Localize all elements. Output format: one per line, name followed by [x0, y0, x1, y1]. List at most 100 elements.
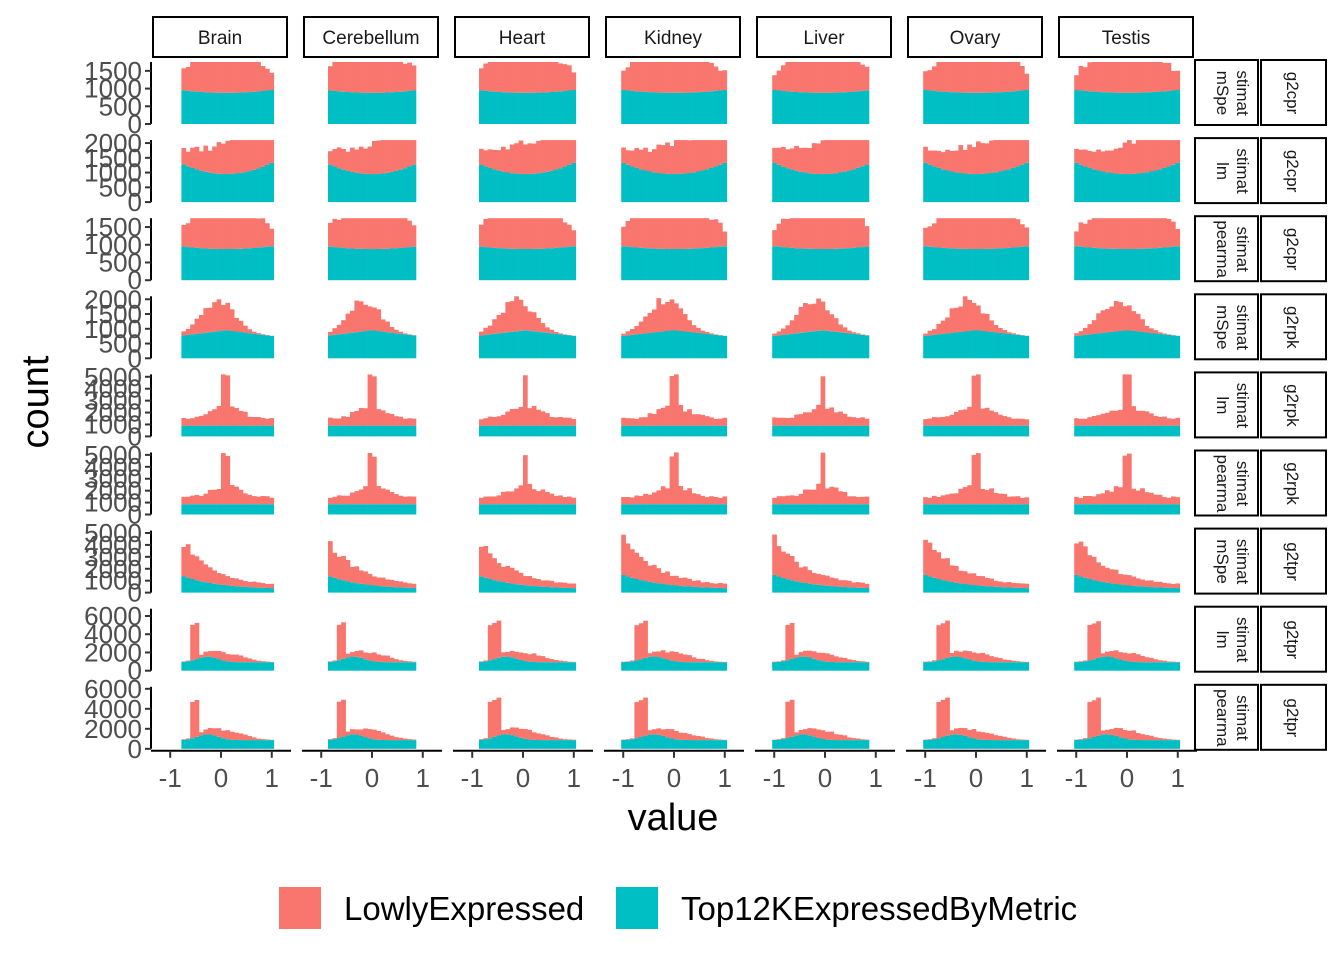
- bar-lowly-expressed: [1100, 565, 1106, 582]
- bar-top12k: [194, 736, 200, 749]
- bar-top12k: [487, 504, 493, 515]
- bar-top12k: [781, 334, 786, 359]
- y-tick-label: 2000: [84, 637, 142, 667]
- bar-lowly-expressed: [855, 661, 861, 663]
- bar-top12k: [940, 91, 946, 124]
- bar-lowly-expressed: [549, 62, 555, 92]
- bar-lowly-expressed: [687, 140, 692, 174]
- bar-lowly-expressed: [553, 737, 559, 741]
- bar-lowly-expressed: [389, 218, 395, 249]
- bar-lowly-expressed: [798, 729, 804, 735]
- bar-top12k: [265, 662, 270, 671]
- bar-top12k: [1100, 581, 1106, 593]
- bar-lowly-expressed: [1091, 415, 1097, 426]
- bar-top12k: [385, 92, 390, 124]
- bar-lowly-expressed: [243, 493, 248, 505]
- bar-lowly-expressed: [625, 418, 631, 426]
- bar-lowly-expressed: [674, 651, 679, 662]
- bar-lowly-expressed: [363, 486, 368, 505]
- bar-lowly-expressed: [704, 62, 710, 92]
- bar-lowly-expressed: [855, 582, 861, 588]
- bar-top12k: [954, 734, 959, 749]
- bar-top12k: [1175, 162, 1181, 203]
- bar-lowly-expressed: [545, 218, 550, 249]
- strip-label-testis: Testis: [1102, 28, 1151, 49]
- bar-top12k: [704, 333, 710, 359]
- bar-lowly-expressed: [536, 318, 541, 332]
- bar-lowly-expressed: [993, 657, 999, 663]
- bar-lowly-expressed: [1127, 374, 1132, 426]
- bar-top12k: [704, 740, 710, 749]
- bar-top12k: [1118, 425, 1123, 437]
- bar-top12k: [229, 739, 235, 749]
- bar-lowly-expressed: [1105, 729, 1110, 735]
- bar-top12k: [1118, 330, 1123, 359]
- y-axis-title: count: [15, 355, 57, 448]
- bar-lowly-expressed: [265, 68, 270, 91]
- bar-lowly-expressed: [207, 727, 213, 735]
- bar-top12k: [1171, 587, 1176, 593]
- bar-top12k: [571, 504, 577, 515]
- bar-lowly-expressed: [945, 416, 950, 426]
- bar-lowly-expressed: [1096, 697, 1101, 736]
- bar-top12k: [980, 739, 986, 749]
- bar-top12k: [980, 585, 986, 593]
- bar-lowly-expressed: [962, 62, 968, 93]
- bar-top12k: [967, 92, 972, 124]
- bar-top12k: [372, 330, 377, 359]
- bar-lowly-expressed: [847, 330, 852, 334]
- bar-lowly-expressed: [634, 625, 640, 661]
- bar-lowly-expressed: [1162, 738, 1167, 741]
- bar-lowly-expressed: [954, 150, 959, 173]
- bar-lowly-expressed: [1105, 567, 1110, 583]
- bar-lowly-expressed: [678, 140, 684, 174]
- bar-top12k: [402, 662, 408, 671]
- bar-lowly-expressed: [927, 418, 933, 426]
- bar-lowly-expressed: [385, 140, 390, 173]
- bar-top12k: [971, 92, 977, 124]
- bar-top12k: [1122, 330, 1128, 359]
- bar-lowly-expressed: [549, 218, 555, 249]
- bar-lowly-expressed: [328, 331, 333, 336]
- bar-lowly-expressed: [682, 411, 688, 426]
- bar-top12k: [976, 661, 981, 671]
- bar-top12k: [678, 425, 684, 437]
- bar-lowly-expressed: [932, 660, 937, 662]
- bar-top12k: [958, 425, 964, 437]
- bar-top12k: [553, 425, 559, 437]
- legend-swatch-lowly-expressed: [279, 887, 321, 929]
- bar-lowly-expressed: [945, 149, 950, 171]
- bar-lowly-expressed: [518, 62, 524, 93]
- bar-top12k: [980, 661, 986, 671]
- bar-top12k: [682, 739, 688, 749]
- bar-lowly-expressed: [833, 487, 839, 505]
- bar-lowly-expressed: [816, 218, 821, 250]
- bar-top12k: [234, 173, 239, 203]
- bar-lowly-expressed: [1020, 418, 1025, 426]
- bar-lowly-expressed: [669, 456, 675, 505]
- bar-lowly-expressed: [1157, 581, 1163, 588]
- bar-lowly-expressed: [221, 143, 226, 175]
- bar-top12k: [479, 504, 484, 515]
- bar-top12k: [709, 740, 714, 749]
- bar-top12k: [265, 504, 270, 515]
- bar-lowly-expressed: [1171, 739, 1176, 741]
- bar-lowly-expressed: [864, 140, 870, 165]
- panel-liver-row-3: [772, 298, 870, 359]
- panel-ovary-row-5: [923, 453, 1030, 515]
- bar-top12k: [527, 249, 533, 281]
- bar-lowly-expressed: [682, 62, 688, 93]
- bar-top12k: [358, 173, 364, 203]
- bar-lowly-expressed: [385, 321, 390, 333]
- bar-top12k: [851, 333, 857, 359]
- bar-top12k: [630, 425, 635, 437]
- bar-top12k: [860, 90, 865, 124]
- panel-kidney-row-8: [621, 697, 728, 749]
- row-strip-label-metric: mSpe: [1213, 71, 1232, 115]
- bar-top12k: [238, 425, 244, 437]
- bar-top12k: [634, 660, 640, 671]
- bar-lowly-expressed: [216, 142, 222, 174]
- bar-lowly-expressed: [536, 409, 541, 426]
- bar-lowly-expressed: [1113, 486, 1119, 505]
- bar-lowly-expressed: [256, 582, 261, 588]
